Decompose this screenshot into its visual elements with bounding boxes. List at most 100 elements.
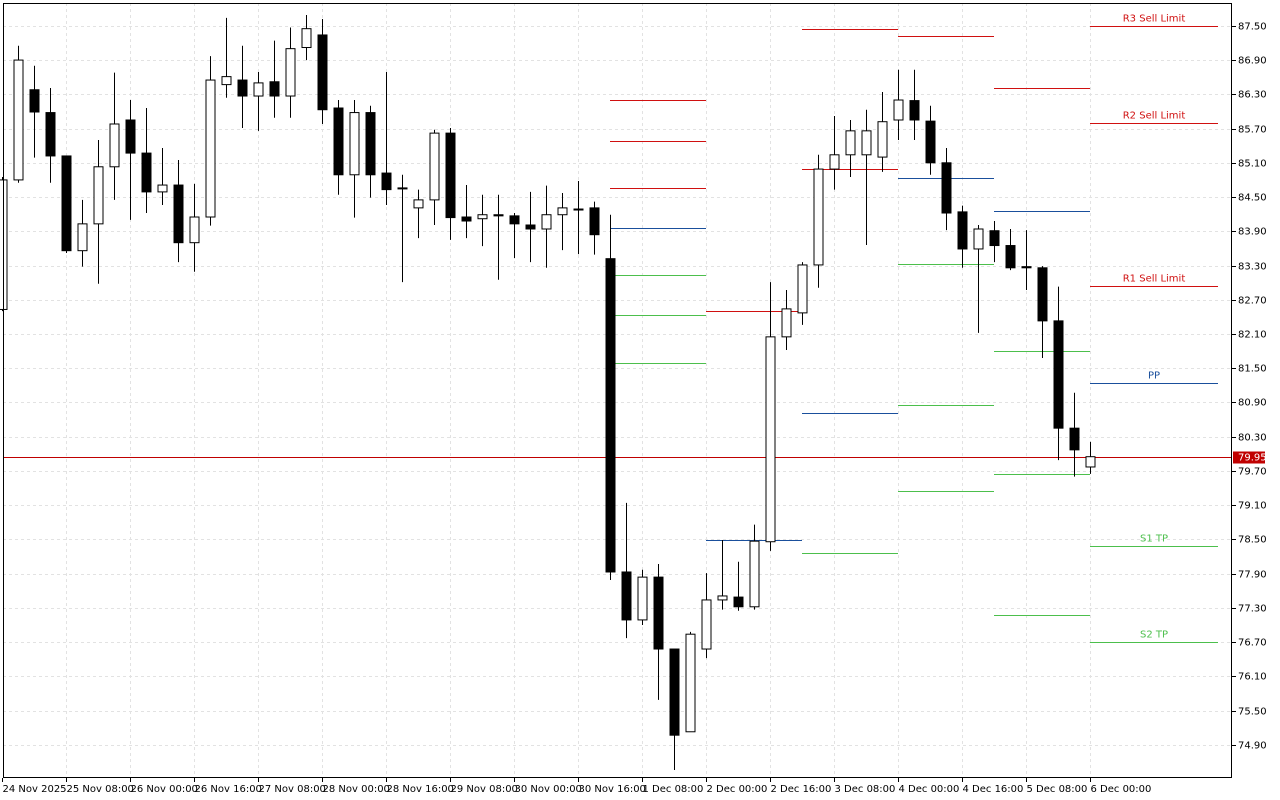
y-tick-label: 86.30: [1238, 90, 1267, 101]
candle-body-up: [301, 28, 312, 49]
candle-body-up: [541, 214, 552, 230]
y-tick-label: 82.10: [1238, 330, 1267, 341]
x-tick-label: 30 Nov 16:00: [579, 784, 646, 795]
candle-body-down: [1021, 266, 1032, 269]
candle-body-down: [957, 211, 968, 250]
y-tick-label: 74.90: [1238, 741, 1267, 752]
candle-body-down: [605, 258, 616, 573]
candle-body-down: [525, 224, 536, 230]
candle-body-up: [877, 121, 888, 158]
candle-body-down: [269, 81, 280, 97]
candle-body-down: [509, 215, 520, 225]
candle-body-down: [173, 184, 184, 244]
x-tick-label: 25 Nov 08:00: [67, 784, 134, 795]
candle-body-up: [157, 184, 168, 193]
candle-body-up: [701, 599, 712, 650]
candle-body-up: [717, 595, 728, 601]
y-tick-label: 79.70: [1238, 467, 1267, 478]
candle-body-down: [29, 89, 40, 113]
candle-body-up: [285, 48, 296, 97]
x-tick-label: 3 Dec 08:00: [835, 784, 896, 795]
candle-body-up: [765, 336, 776, 543]
x-tick-label: 30 Nov 00:00: [515, 784, 582, 795]
candle-body-down: [445, 132, 456, 219]
candle-body-up: [781, 308, 792, 338]
x-tick-label: 28 Nov 00:00: [323, 784, 390, 795]
y-tick-label: 81.50: [1238, 364, 1267, 375]
y-tick-label: 82.70: [1238, 296, 1267, 307]
candle-body-up: [93, 166, 104, 225]
last-price-box: [1233, 451, 1265, 464]
candle-body-down: [493, 214, 504, 217]
x-tick-label: 2 Dec 16:00: [771, 784, 832, 795]
candle-body-up: [189, 216, 200, 244]
candle-body-down: [1037, 267, 1048, 322]
candle-body-up: [77, 223, 88, 252]
candle-body-down: [45, 112, 56, 157]
x-tick-label: 4 Dec 16:00: [963, 784, 1024, 795]
candle-body-down: [1069, 427, 1080, 451]
candle-body-down: [237, 79, 248, 97]
candle-body-up: [13, 59, 24, 181]
candle-body-up: [829, 154, 840, 170]
candle-body-down: [461, 216, 472, 222]
candle-body-down: [989, 230, 1000, 247]
candle-body-down: [653, 576, 664, 650]
candle-body-down: [909, 100, 920, 121]
axes: 87.50 86.90 86.30 85.70 85.10 84.50 83.90 83.30…: [2, 22, 1267, 795]
x-tick-label: 26 Nov 00:00: [131, 784, 198, 795]
candle-body-up: [477, 214, 488, 220]
candle-body-up: [253, 82, 264, 97]
y-tick-label: 80.30: [1238, 433, 1267, 444]
candle-body-up: [861, 130, 872, 156]
candle-body-up: [557, 207, 568, 216]
grid: [3, 3, 1232, 778]
candle-body-down: [925, 120, 936, 164]
candle-body-up: [397, 187, 408, 190]
y-tick-label: 76.10: [1238, 672, 1267, 683]
candle-body-down: [333, 107, 344, 176]
last-price-label: 79.95: [1238, 453, 1267, 464]
candle-body-up: [573, 208, 584, 211]
y-tick-label: 85.10: [1238, 159, 1267, 170]
y-tick-label: 80.90: [1238, 398, 1267, 409]
level-label: R3 Sell Limit: [1123, 14, 1186, 25]
candle-body-down: [141, 152, 152, 193]
candle-body-down: [381, 172, 392, 191]
level-label: R1 Sell Limit: [1123, 274, 1186, 285]
candle-body-up: [429, 132, 440, 201]
candle-body-down: [317, 34, 328, 111]
candle-body-up: [349, 112, 360, 176]
y-tick-label: 79.10: [1238, 501, 1267, 512]
candle-body-up: [637, 576, 648, 621]
y-tick-label: 84.50: [1238, 193, 1267, 204]
y-tick-label: 83.30: [1238, 262, 1267, 273]
y-tick-label: 83.90: [1238, 227, 1267, 238]
candle-body-down: [125, 119, 136, 154]
y-tick-label: 77.30: [1238, 604, 1267, 615]
candle-body-up: [973, 228, 984, 250]
candle-body-down: [1005, 245, 1016, 269]
x-tick-label: 2 Dec 00:00: [707, 784, 768, 795]
candle-body-down: [365, 112, 376, 176]
y-tick-label: 86.90: [1238, 56, 1267, 67]
candle-body-up: [205, 79, 216, 218]
level-label: S2 TP: [1140, 630, 1168, 641]
candle-body-up: [1085, 456, 1096, 468]
candle-body-down: [621, 571, 632, 621]
level-label: PP: [1148, 371, 1160, 382]
level-label: S1 TP: [1140, 534, 1168, 545]
candle-body-up: [845, 130, 856, 156]
level-label: R2 Sell Limit: [1123, 111, 1186, 122]
candles: [0, 14, 1096, 771]
plot-frame: [3, 3, 1232, 778]
y-tick-label: 85.70: [1238, 125, 1267, 136]
x-tick-label: 26 Nov 16:00: [195, 784, 262, 795]
candle-body-up: [813, 168, 824, 266]
y-tick-label: 77.90: [1238, 570, 1267, 581]
y-tick-label: 75.50: [1238, 707, 1267, 718]
candle-body-up: [893, 99, 904, 121]
y-tick-label: 78.50: [1238, 535, 1267, 546]
x-tick-label: 27 Nov 08:00: [259, 784, 326, 795]
